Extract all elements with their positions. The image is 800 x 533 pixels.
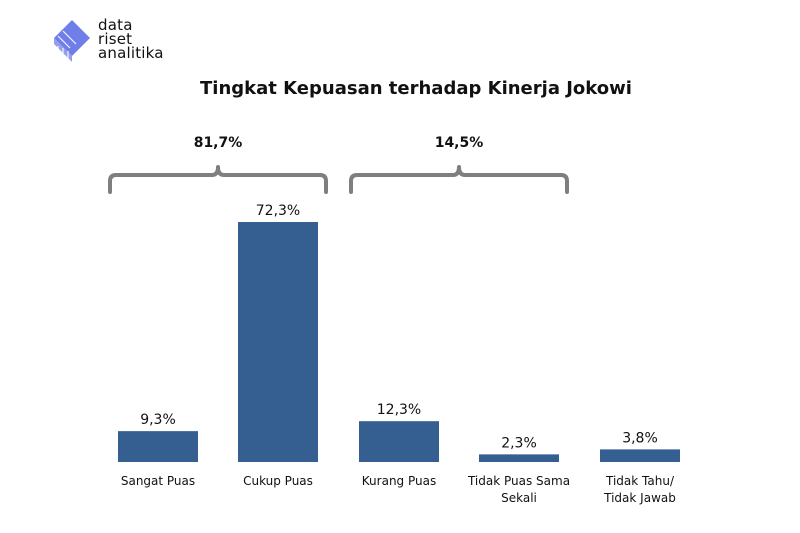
group-bracket-1 [349,165,569,194]
logo-line-analitika: analitika [98,44,164,62]
bar-4 [600,449,680,462]
logo-line-data: data [98,16,133,34]
logo-line-riset: riset [98,30,133,48]
group-bracket-0 [108,165,328,194]
category-label-1-0: Cukup Puas [243,474,313,488]
category-label-2-0: Kurang Puas [362,474,436,488]
chart-title: Tingkat Kepuasan terhadap Kinerja Jokowi [200,78,632,99]
bar-1 [238,222,318,462]
value-label-1: 72,3% [256,203,300,219]
group-label-1: 14,5% [435,135,484,151]
logo: data riset analitika [50,18,190,66]
value-label-4: 3,8% [622,430,658,446]
logo-wordmark: data riset analitika [98,16,164,62]
value-label-0: 9,3% [140,412,176,428]
group-label-0: 81,7% [194,135,243,151]
value-label-2: 12,3% [377,402,421,418]
bar-3 [479,454,559,462]
category-label-4-1: Tidak Jawab [603,491,676,505]
category-label-4-0: Tidak Tahu/ [605,474,675,488]
bar-0 [118,431,198,462]
logo-diamond-icon [54,20,90,62]
bar-2 [359,421,439,462]
category-label-3-1: Sekali [501,491,537,505]
category-label-0-0: Sangat Puas [121,474,195,488]
category-label-3-0: Tidak Puas Sama [467,474,570,488]
value-label-3: 2,3% [501,435,537,451]
